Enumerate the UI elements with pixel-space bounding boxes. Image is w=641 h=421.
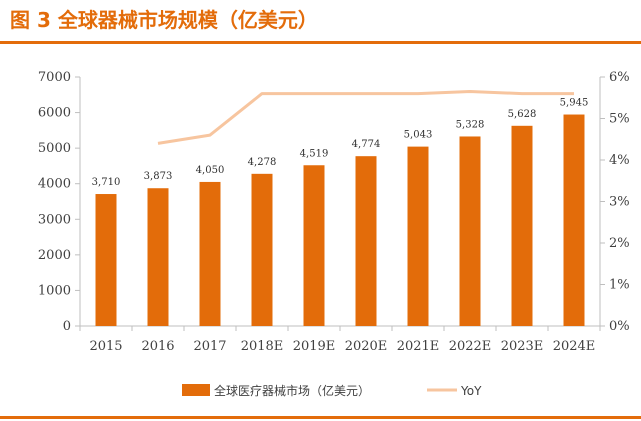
bar <box>199 181 221 326</box>
y-left-tick-label: 2000 <box>38 248 71 263</box>
bar <box>563 114 585 326</box>
x-tick-label: 2020E <box>345 339 388 354</box>
bar-data-label: 5,945 <box>560 98 589 109</box>
bar-data-label: 5,328 <box>456 119 485 130</box>
bar <box>407 146 429 326</box>
y-axis-right: 0% 1% 2% 3% 4% 5% 6% <box>599 70 630 334</box>
y-right-tick-label: 5% <box>609 112 630 127</box>
y-left-tick-label: 5000 <box>38 141 71 156</box>
yoy-line-series <box>157 90 575 145</box>
y-left-tick-label: 1000 <box>38 283 71 298</box>
legend-bar-swatch <box>182 384 210 396</box>
bar <box>511 125 533 326</box>
x-tick-label: 2021E <box>397 339 440 354</box>
y-axis-left: 0 1000 2000 3000 4000 5000 6000 7000 <box>38 70 81 334</box>
x-axis: 2015 2016 2017 2018E 2019E 2020E 2021E 2022E 202… <box>79 325 601 354</box>
header-rule <box>0 41 641 44</box>
bar <box>303 165 325 326</box>
bar-data-label: 4,278 <box>248 157 277 168</box>
y-right-tick-label: 6% <box>609 70 630 85</box>
y-right-tick-label: 3% <box>609 195 630 210</box>
y-left-tick-label: 3000 <box>38 212 71 227</box>
bar-data-label: 5,043 <box>404 130 433 141</box>
y-right-tick-label: 2% <box>609 236 630 251</box>
y-right-tick-label: 4% <box>609 153 630 168</box>
bar-data-label: 3,710 <box>92 177 121 188</box>
bar-series <box>95 114 585 326</box>
x-tick-label: 2017 <box>193 339 226 354</box>
x-tick-label: 2015 <box>89 339 122 354</box>
bar-data-labels: 3,710 3,873 4,050 4,278 4,519 4,774 5,043 5,328… <box>92 98 589 189</box>
x-tick-label: 2022E <box>449 339 492 354</box>
bar-data-label: 3,873 <box>144 171 173 182</box>
x-tick-label: 2023E <box>501 339 544 354</box>
bar-data-label: 4,050 <box>196 165 225 176</box>
bar <box>459 136 481 326</box>
y-left-tick-label: 0 <box>63 319 71 334</box>
bar <box>251 173 273 326</box>
footer-rule <box>0 416 641 419</box>
bar-data-label: 4,519 <box>300 148 329 159</box>
legend-bar-label: 全球医疗器械市场（亿美元） <box>214 383 370 398</box>
legend: 全球医疗器械市场（亿美元） YoY <box>182 383 482 398</box>
page-title: 图 3 全球器械市场规模（亿美元） <box>10 8 318 32</box>
y-left-tick-label: 6000 <box>38 106 71 121</box>
x-tick-label: 2019E <box>293 339 336 354</box>
x-tick-label: 2016 <box>141 339 174 354</box>
y-left-tick-label: 4000 <box>38 177 71 192</box>
x-tick-label: 2018E <box>241 339 284 354</box>
bar-data-label: 5,628 <box>508 109 537 120</box>
y-left-tick-label: 7000 <box>38 70 71 85</box>
bar <box>355 156 377 326</box>
legend-line-label: YoY <box>460 384 482 398</box>
bar-data-label: 4,774 <box>352 139 381 150</box>
y-right-tick-label: 0% <box>609 319 630 334</box>
bar <box>147 188 169 326</box>
bar <box>95 194 117 326</box>
x-tick-label: 2024E <box>553 339 596 354</box>
y-right-tick-label: 1% <box>609 278 630 293</box>
